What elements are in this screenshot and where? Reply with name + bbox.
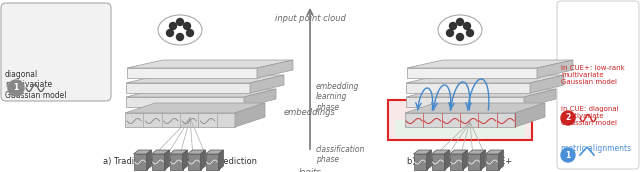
Polygon shape (445, 150, 449, 170)
Polygon shape (499, 150, 504, 170)
Circle shape (463, 23, 470, 30)
Polygon shape (406, 89, 556, 97)
Polygon shape (413, 154, 426, 170)
Polygon shape (125, 113, 235, 127)
Text: b) Proposed: CUE / CUE+: b) Proposed: CUE / CUE+ (408, 157, 513, 166)
Polygon shape (405, 113, 515, 127)
Polygon shape (467, 150, 486, 154)
Polygon shape (426, 150, 431, 170)
Polygon shape (407, 60, 573, 68)
Text: logits: logits (299, 168, 321, 172)
Circle shape (447, 30, 454, 36)
Circle shape (456, 19, 463, 25)
Polygon shape (431, 150, 449, 154)
Polygon shape (463, 150, 467, 170)
Text: 1: 1 (13, 83, 19, 93)
Text: metric alignments: metric alignments (561, 144, 631, 153)
Circle shape (170, 23, 177, 30)
Text: input point cloud: input point cloud (275, 14, 346, 23)
Polygon shape (147, 150, 152, 170)
Polygon shape (170, 150, 188, 154)
Polygon shape (126, 97, 244, 107)
Text: in CUE: diagonal
multivariate
Gaussian model: in CUE: diagonal multivariate Gaussian m… (561, 106, 619, 126)
Polygon shape (431, 154, 445, 170)
Polygon shape (515, 103, 545, 127)
Polygon shape (152, 154, 164, 170)
Circle shape (449, 23, 456, 30)
Polygon shape (413, 150, 431, 154)
Polygon shape (467, 154, 481, 170)
Polygon shape (405, 103, 545, 113)
Polygon shape (235, 103, 265, 127)
Polygon shape (406, 97, 524, 107)
FancyBboxPatch shape (1, 3, 111, 101)
Polygon shape (449, 154, 463, 170)
Polygon shape (188, 150, 205, 154)
Circle shape (561, 148, 575, 162)
Circle shape (166, 30, 173, 36)
Polygon shape (530, 75, 564, 93)
Polygon shape (188, 154, 200, 170)
Ellipse shape (438, 15, 482, 45)
Text: 1: 1 (565, 150, 571, 159)
Polygon shape (449, 150, 467, 154)
FancyBboxPatch shape (557, 1, 639, 169)
Text: in CUE+: low-rank
multivariate
Gaussian model: in CUE+: low-rank multivariate Gaussian … (561, 65, 625, 85)
Polygon shape (152, 150, 170, 154)
Polygon shape (182, 150, 188, 170)
Polygon shape (537, 60, 573, 78)
Polygon shape (125, 103, 265, 113)
Polygon shape (126, 75, 284, 83)
Text: embeddings: embeddings (284, 108, 336, 117)
Polygon shape (406, 83, 530, 93)
Circle shape (467, 30, 474, 36)
Polygon shape (486, 150, 504, 154)
Polygon shape (164, 150, 170, 170)
Polygon shape (127, 60, 293, 68)
Polygon shape (481, 150, 486, 170)
Polygon shape (250, 75, 284, 93)
Polygon shape (205, 154, 218, 170)
Polygon shape (134, 154, 147, 170)
FancyBboxPatch shape (388, 100, 532, 140)
Polygon shape (126, 83, 250, 93)
Circle shape (561, 111, 575, 125)
Polygon shape (257, 60, 293, 78)
Polygon shape (134, 150, 152, 154)
Text: 2: 2 (565, 114, 571, 122)
Circle shape (186, 30, 193, 36)
Circle shape (456, 34, 463, 40)
FancyBboxPatch shape (395, 120, 525, 138)
Circle shape (177, 19, 184, 25)
Polygon shape (127, 68, 257, 78)
Circle shape (184, 23, 191, 30)
Circle shape (177, 34, 184, 40)
Text: a) Traditional probabilistic prediction: a) Traditional probabilistic prediction (103, 157, 257, 166)
Polygon shape (244, 89, 276, 107)
Text: diagonal
multivariate
Gaussian model: diagonal multivariate Gaussian model (5, 70, 67, 100)
Polygon shape (126, 89, 276, 97)
Text: embedding
learning
phase: embedding learning phase (316, 82, 360, 112)
Circle shape (8, 80, 24, 96)
Polygon shape (205, 150, 223, 154)
Polygon shape (406, 75, 564, 83)
Polygon shape (218, 150, 223, 170)
Polygon shape (486, 154, 499, 170)
Polygon shape (407, 68, 537, 78)
Text: classification
phase: classification phase (316, 145, 365, 164)
Polygon shape (170, 154, 182, 170)
Ellipse shape (158, 15, 202, 45)
Polygon shape (524, 89, 556, 107)
Polygon shape (200, 150, 205, 170)
